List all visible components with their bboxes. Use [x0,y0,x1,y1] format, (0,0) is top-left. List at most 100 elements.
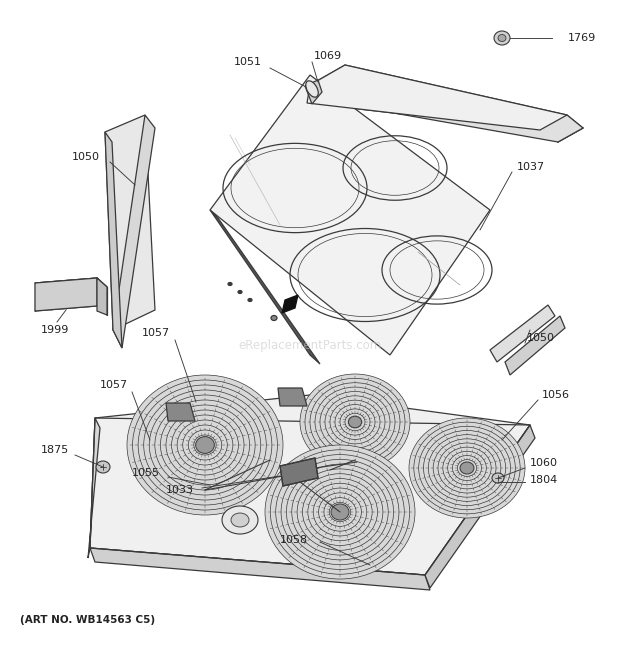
Ellipse shape [194,435,216,455]
Ellipse shape [414,422,520,514]
Text: 1875: 1875 [41,445,69,455]
Polygon shape [210,210,320,364]
Ellipse shape [238,290,242,293]
Ellipse shape [443,447,491,489]
Ellipse shape [315,387,395,457]
Ellipse shape [498,34,506,42]
Text: 1056: 1056 [542,390,570,400]
Ellipse shape [313,488,367,536]
Polygon shape [105,132,122,348]
Polygon shape [90,548,430,590]
Ellipse shape [335,507,345,517]
Ellipse shape [348,416,361,428]
Ellipse shape [222,506,258,534]
Text: (ART NO. WB14563 C5): (ART NO. WB14563 C5) [20,615,155,625]
Polygon shape [425,425,535,588]
Text: 1050: 1050 [527,333,555,343]
Ellipse shape [300,374,410,470]
Polygon shape [305,80,322,104]
Ellipse shape [340,409,370,435]
Ellipse shape [458,459,477,477]
Ellipse shape [265,445,415,579]
Ellipse shape [96,461,110,473]
Ellipse shape [324,498,356,526]
Ellipse shape [166,410,244,480]
Ellipse shape [231,513,249,527]
Text: 1051: 1051 [234,57,262,67]
Ellipse shape [286,464,394,560]
Ellipse shape [428,435,506,501]
Ellipse shape [345,413,365,431]
Ellipse shape [149,395,261,495]
Text: 1055: 1055 [132,468,160,478]
Text: 1057: 1057 [142,328,170,338]
Ellipse shape [320,391,390,453]
Text: 1033: 1033 [166,485,194,495]
Ellipse shape [308,483,372,541]
Ellipse shape [453,455,482,481]
Ellipse shape [492,473,504,483]
Text: 1060: 1060 [530,458,558,468]
Polygon shape [280,458,318,486]
Polygon shape [210,75,490,355]
Ellipse shape [281,459,399,564]
Text: 1057: 1057 [100,380,128,390]
Ellipse shape [494,31,510,45]
Polygon shape [310,65,583,142]
Text: 1037: 1037 [517,162,545,172]
Text: 1050: 1050 [72,152,100,162]
Ellipse shape [271,315,277,321]
Ellipse shape [177,420,233,470]
Ellipse shape [335,405,375,440]
Ellipse shape [183,425,228,465]
Ellipse shape [270,449,410,574]
Ellipse shape [155,400,255,490]
Polygon shape [166,403,195,421]
Ellipse shape [276,455,404,569]
Text: 1769: 1769 [568,33,596,43]
Polygon shape [282,295,298,313]
Polygon shape [278,388,307,406]
Ellipse shape [196,437,215,453]
Ellipse shape [133,380,277,510]
Ellipse shape [138,385,272,505]
Text: 1804: 1804 [530,475,558,485]
Ellipse shape [228,282,232,286]
Ellipse shape [423,430,510,506]
Ellipse shape [305,378,405,465]
Ellipse shape [325,396,385,448]
Ellipse shape [303,479,378,545]
Ellipse shape [306,81,318,97]
Polygon shape [307,65,567,130]
Polygon shape [490,305,555,362]
Polygon shape [97,278,107,315]
Polygon shape [35,278,107,292]
Polygon shape [505,316,565,375]
Text: 1069: 1069 [314,51,342,61]
Ellipse shape [297,474,383,551]
Ellipse shape [330,400,380,444]
Ellipse shape [144,390,266,500]
Ellipse shape [127,375,283,515]
Ellipse shape [350,418,360,426]
Ellipse shape [462,464,472,472]
Ellipse shape [161,405,250,485]
Ellipse shape [200,440,211,450]
Ellipse shape [292,469,388,555]
Ellipse shape [448,451,486,485]
Text: 1999: 1999 [41,325,69,335]
Ellipse shape [460,462,474,474]
Text: eReplacementParts.com: eReplacementParts.com [238,338,382,352]
Polygon shape [88,418,100,558]
Text: 1058: 1058 [280,535,308,545]
Polygon shape [90,395,530,575]
Ellipse shape [319,493,361,531]
Ellipse shape [409,418,525,518]
Ellipse shape [329,502,351,522]
Ellipse shape [188,430,222,460]
Polygon shape [35,278,97,311]
Polygon shape [105,115,155,330]
Ellipse shape [248,299,252,301]
Ellipse shape [433,439,501,497]
Ellipse shape [438,443,496,493]
